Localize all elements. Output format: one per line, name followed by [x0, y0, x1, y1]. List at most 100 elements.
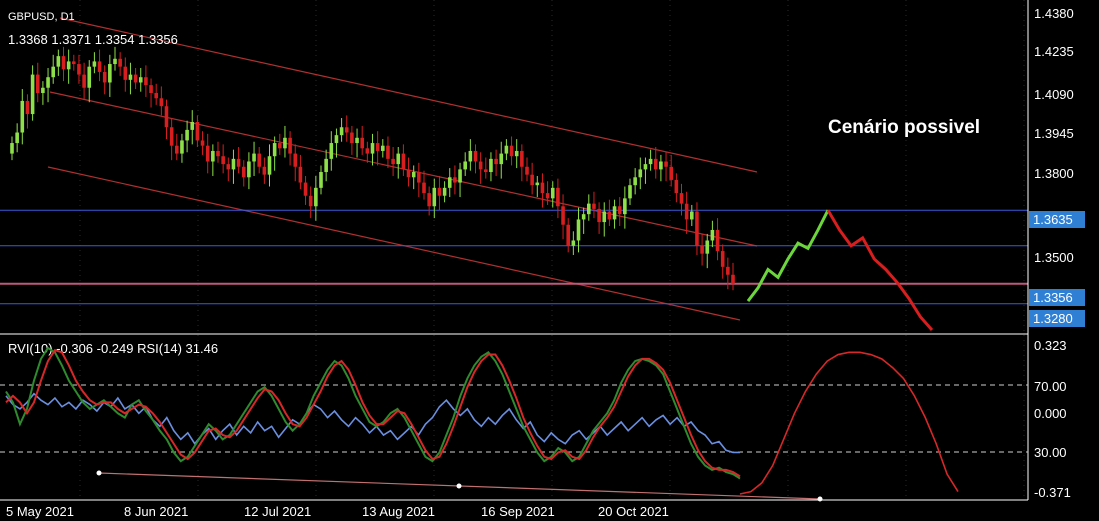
candle [257, 153, 261, 167]
candle [509, 145, 514, 157]
indicator-scenario-curve [739, 351, 959, 495]
candle [344, 127, 349, 133]
candle [664, 161, 668, 167]
candle [226, 164, 231, 170]
candle [638, 169, 643, 178]
candle [540, 182, 545, 194]
candle [381, 145, 385, 151]
candle [463, 161, 467, 170]
level-badges: 1.3635 1.3500 1.3356 1.3280 [1029, 211, 1085, 327]
candle [216, 150, 220, 157]
candle [473, 150, 478, 162]
candle [247, 161, 251, 178]
level-badge [1029, 289, 1085, 306]
candle [442, 187, 447, 196]
candle [324, 158, 328, 173]
candle [669, 166, 673, 180]
candle [267, 156, 272, 175]
candle [484, 169, 488, 173]
candle [293, 153, 298, 167]
price-tick: 1.3945 [1034, 126, 1074, 141]
candle [288, 137, 292, 154]
candle [623, 198, 627, 215]
candle [705, 240, 710, 254]
candle [113, 58, 117, 65]
candle [592, 203, 596, 209]
candle [314, 187, 318, 207]
candle [617, 206, 622, 215]
price-tick: 1.3800 [1034, 166, 1074, 181]
candle [653, 158, 658, 170]
candle [571, 240, 576, 246]
candle [535, 182, 540, 186]
candle [417, 172, 421, 183]
candle [520, 150, 524, 167]
rvi-signal-line [5, 348, 741, 478]
candle [489, 158, 493, 173]
candle [30, 74, 35, 115]
candle [690, 211, 694, 220]
candle [128, 74, 133, 80]
candle [386, 145, 390, 159]
scenario-up-line [746, 209, 830, 302]
candle [360, 137, 364, 149]
level-badge [1029, 211, 1085, 228]
candle [550, 187, 555, 199]
candle [221, 156, 225, 165]
candle [628, 185, 632, 199]
candle [612, 206, 617, 220]
candle [298, 166, 303, 183]
date-tick: 12 Jul 2021 [244, 504, 311, 519]
candle [175, 145, 179, 154]
scenario-annotation: Cenário possivel [828, 117, 980, 138]
candle [154, 93, 158, 99]
date-tick: 16 Sep 2021 [481, 504, 555, 519]
candle [334, 135, 339, 144]
candle [46, 77, 50, 88]
rvi-line [5, 346, 741, 480]
date-tick: 8 Jun 2021 [124, 504, 188, 519]
date-tick: 13 Aug 2021 [362, 504, 435, 519]
candle [303, 182, 308, 196]
candle [581, 214, 586, 220]
indicator-panel: RVI(10) -0.306 -0.249 RSI(14) 31.46 0.32… [0, 338, 1071, 502]
candle [87, 66, 92, 88]
candle [607, 211, 612, 220]
candle [643, 164, 648, 170]
candle [514, 150, 519, 157]
candle [391, 158, 395, 165]
candle [422, 182, 426, 194]
price-levels [0, 209, 1028, 305]
symbol-label: GBPUSD, D1 [8, 11, 75, 23]
candle [401, 153, 406, 170]
divergence-point [817, 496, 823, 502]
divergence-point [456, 483, 462, 489]
candle [231, 158, 236, 170]
indicator-tick: 0.323 [1034, 338, 1067, 353]
candle [355, 137, 359, 144]
candle [211, 150, 215, 162]
level-badge-label: 1.3635 [1033, 212, 1073, 227]
candle [190, 121, 195, 130]
candle [329, 143, 334, 159]
divergence-point [96, 470, 102, 476]
candle [82, 74, 86, 88]
candle [169, 127, 174, 146]
candle [133, 74, 138, 83]
candle [576, 219, 581, 241]
candle [272, 143, 277, 157]
candle [525, 166, 529, 175]
candle [468, 150, 473, 162]
candle [458, 169, 462, 183]
candle [556, 187, 560, 207]
candle [185, 129, 189, 141]
candle [684, 203, 689, 220]
candle [236, 158, 241, 167]
date-axis: 5 May 2021 8 Jun 2021 12 Jul 2021 13 Aug… [6, 504, 669, 519]
candle [308, 195, 313, 207]
candle [252, 153, 256, 162]
candle [447, 177, 452, 188]
candle [164, 106, 169, 128]
candle [432, 187, 437, 207]
